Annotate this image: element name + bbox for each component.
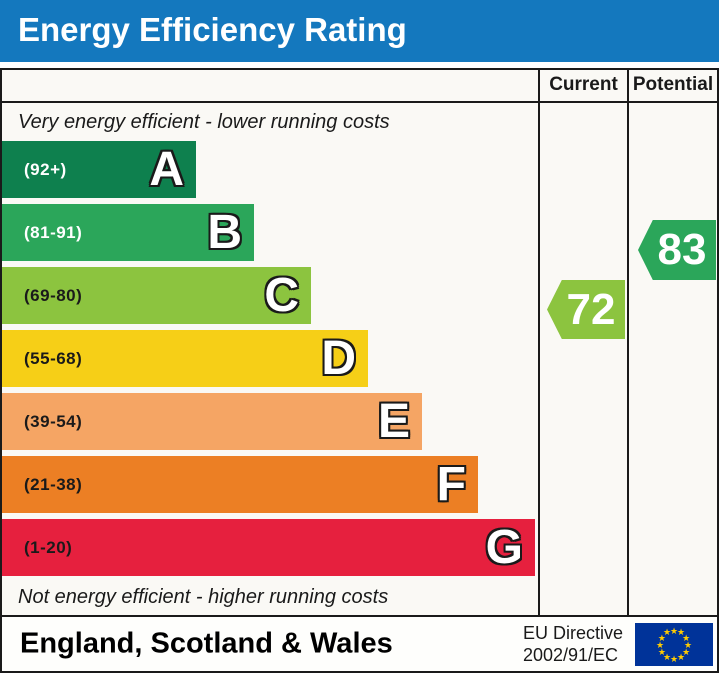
eu-flag-star-icon: ★	[676, 651, 686, 662]
band-range-label: (81-91)	[24, 222, 83, 242]
band-C: (69-80) C	[2, 267, 311, 324]
region-label: England, Scotland & Wales	[20, 627, 393, 660]
potential-rating-pointer: 83	[638, 220, 716, 280]
eu-flag-star-icon: ★	[662, 627, 672, 638]
eu-flag-star-icon: ★	[683, 639, 693, 650]
band-letter: E	[377, 394, 410, 448]
band-range-label: (39-54)	[24, 411, 83, 431]
band-letter: C	[264, 268, 299, 322]
band-range-label: (69-80)	[24, 285, 83, 305]
eu-directive-line2: 2002/91/EC	[522, 645, 619, 665]
eu-directive-label: EU Directive 2002/91/EC	[523, 622, 623, 666]
band-F: (21-38) F	[2, 456, 478, 513]
eu-flag-star-icon: ★	[669, 625, 679, 636]
band-letter: B	[207, 205, 242, 259]
band-range-label: (55-68)	[24, 348, 83, 368]
eu-flag-star-icon: ★	[662, 651, 672, 662]
band-letter: D	[321, 331, 356, 385]
page-title: Energy Efficiency Rating	[18, 11, 407, 48]
band-G: (1-20) G	[2, 519, 535, 576]
chart-header-cell	[2, 70, 538, 101]
band-letter: A	[149, 142, 184, 196]
eu-flag-star-icon: ★	[655, 639, 665, 650]
band-range-label: (21-38)	[24, 474, 83, 494]
eu-flag-star-icon: ★	[682, 632, 691, 643]
eu-flag-star-icon: ★	[657, 632, 666, 643]
potential-column-header: Potential	[627, 70, 717, 101]
eu-flag-star-icon: ★	[682, 646, 691, 657]
band-E: (39-54) E	[2, 393, 422, 450]
rating-scale-cell: Very energy efficient - lower running co…	[2, 103, 538, 615]
table-header-row: Current Potential	[2, 70, 717, 103]
eu-directive-line1: EU Directive	[522, 623, 623, 643]
eu-flag-star-icon: ★	[676, 627, 686, 638]
eu-flag-star-icon: ★	[657, 646, 666, 657]
current-rating-pointer: 72	[547, 280, 625, 339]
bottom-note: Not energy efficient - higher running co…	[18, 586, 389, 608]
footer-bar: England, Scotland & Wales EU Directive 2…	[0, 615, 719, 673]
bands-container: (92+) A (81-91) B (69-80) C (55-68) D (39-54) E (2…	[2, 141, 535, 576]
eu-flag-icon: ★ ★ ★ ★ ★ ★ ★ ★ ★ ★ ★ ★	[635, 623, 713, 666]
table-body-row: Very energy efficient - lower running co…	[2, 103, 717, 615]
potential-value-cell	[627, 103, 717, 615]
band-D: (55-68) D	[2, 330, 368, 387]
eu-flag-star-icon: ★	[669, 653, 679, 664]
current-column-header: Current	[538, 70, 627, 101]
band-letter: F	[436, 457, 466, 511]
band-letter: G	[485, 520, 523, 574]
band-range-label: (92+)	[24, 159, 67, 179]
epc-table: Current Potential Very energy efficient …	[0, 68, 719, 617]
band-range-label: (1-20)	[24, 537, 73, 557]
top-note: Very energy efficient - lower running co…	[18, 111, 390, 133]
band-A: (92+) A	[2, 141, 196, 198]
current-value-cell	[538, 103, 627, 615]
title-bar: Energy Efficiency Rating	[0, 0, 719, 62]
band-B: (81-91) B	[2, 204, 254, 261]
